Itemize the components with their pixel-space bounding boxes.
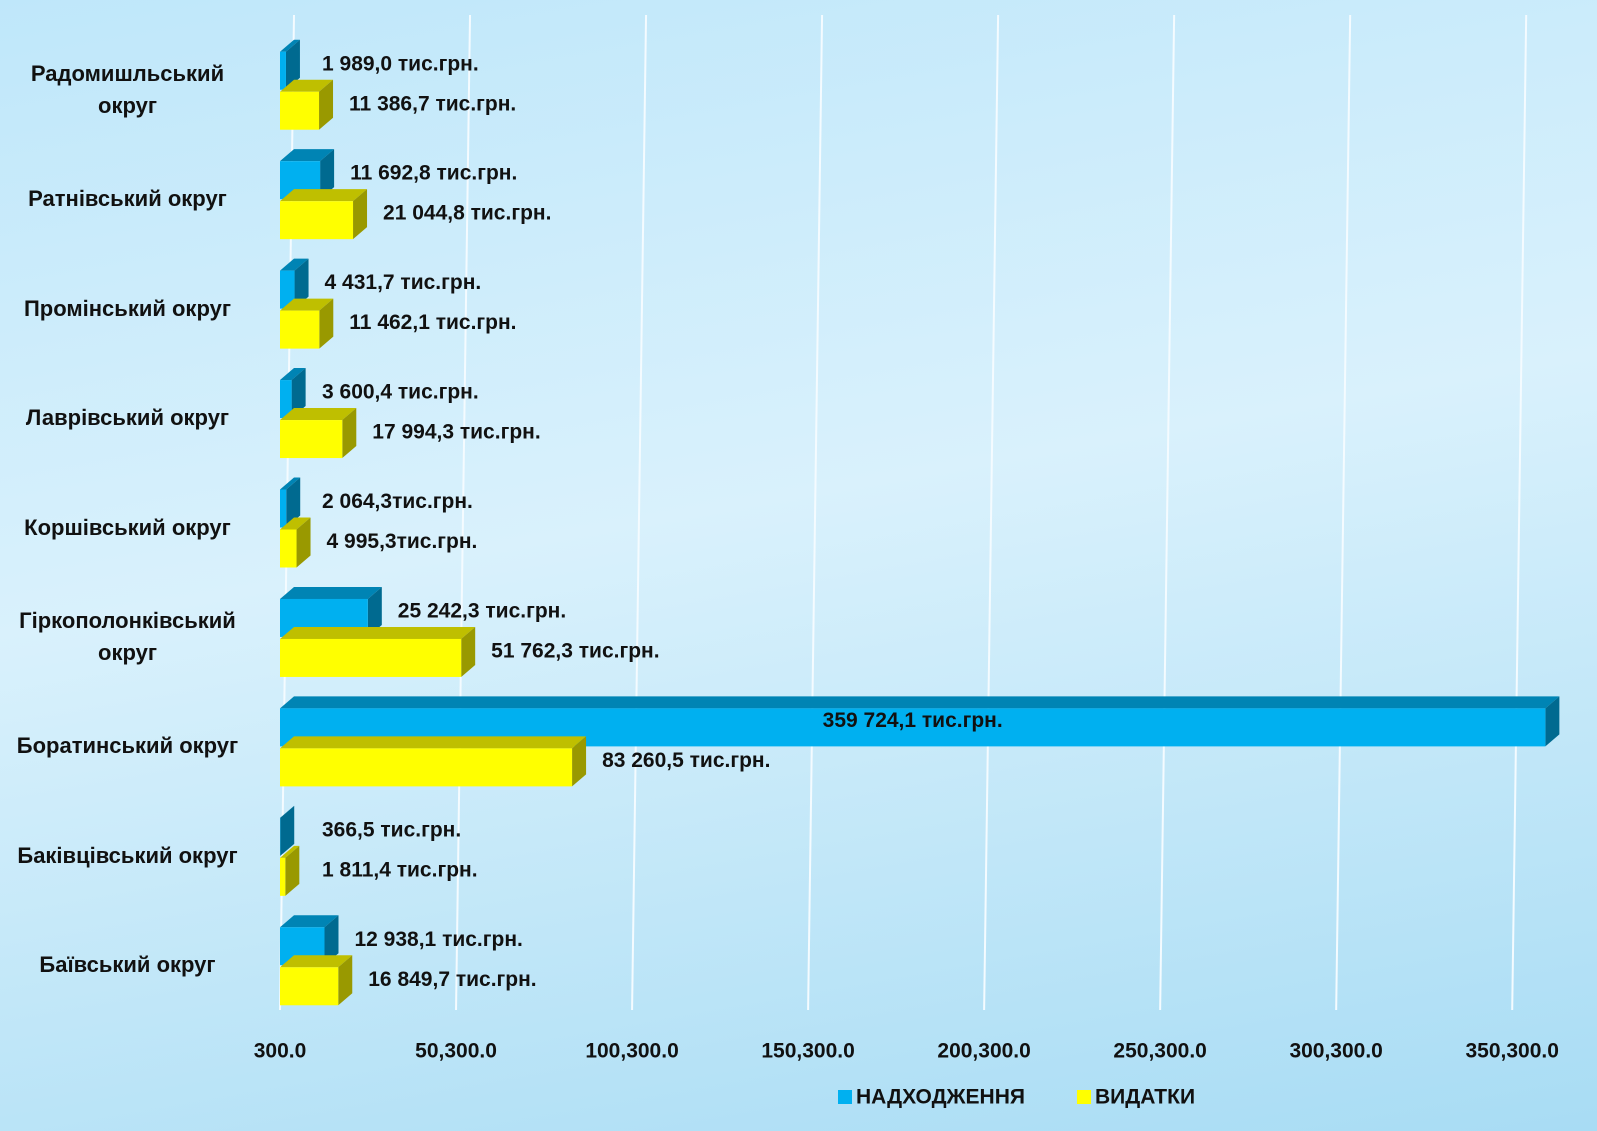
bar-side xyxy=(367,586,382,637)
bar xyxy=(280,270,295,309)
data-label: 11 386,7 тис.грн. xyxy=(349,92,516,115)
data-label: 11 462,1 тис.грн. xyxy=(349,311,516,334)
data-label: 3 600,4 тис.грн. xyxy=(322,381,479,404)
bar-top xyxy=(280,189,368,202)
bar xyxy=(280,638,462,677)
bar-side xyxy=(338,955,353,1006)
data-label: 83 260,5 тис.грн. xyxy=(602,749,770,772)
bar xyxy=(280,380,292,419)
bar-top xyxy=(280,517,311,530)
data-label: 4 995,3тис.грн. xyxy=(327,530,478,553)
bar-side xyxy=(353,189,368,240)
y-tick-label: Баївський округ xyxy=(39,952,216,978)
bar-top xyxy=(280,79,334,92)
legend-swatch xyxy=(1076,1090,1091,1104)
bar xyxy=(280,310,320,349)
bar-side xyxy=(572,736,587,787)
data-label: 359 724,1 тис.грн. xyxy=(823,709,1003,732)
legend-label: НАДХОДЖЕННЯ xyxy=(856,1086,1025,1109)
bar xyxy=(280,857,286,896)
bar-side xyxy=(324,915,339,966)
bar-top xyxy=(280,298,334,311)
bar-side xyxy=(320,149,335,200)
x-tick-label: 50,300.0 xyxy=(415,1040,497,1063)
bar-top xyxy=(280,805,295,818)
bar-top xyxy=(280,368,306,381)
data-label: 51 762,3 тис.грн. xyxy=(491,639,659,662)
bar-top xyxy=(280,955,353,968)
bar-top xyxy=(280,408,357,421)
x-tick-label: 300.0 xyxy=(254,1040,307,1063)
bar xyxy=(280,967,339,1006)
data-label: 16 849,7 тис.грн. xyxy=(368,968,536,991)
data-label: 25 242,3 тис.грн. xyxy=(398,599,566,622)
grid-line xyxy=(807,14,824,1011)
legend-swatch xyxy=(838,1090,852,1104)
bar-side xyxy=(319,79,334,130)
bar-top xyxy=(280,586,382,599)
bar xyxy=(280,489,287,528)
bar xyxy=(280,529,297,568)
y-tick-label: Лаврівський округ xyxy=(25,405,230,431)
legend-label: ВИДАТКИ xyxy=(1095,1086,1195,1109)
bar-side xyxy=(319,298,334,349)
bar xyxy=(280,420,343,459)
bar xyxy=(280,51,286,90)
x-tick-label: 100,300.0 xyxy=(585,1040,678,1063)
grid-line xyxy=(1335,14,1352,1011)
bar-side xyxy=(286,477,301,528)
y-tick-label: Промінський округ xyxy=(23,295,231,321)
data-label: 4 431,7 тис.грн. xyxy=(325,271,482,294)
bar-top xyxy=(280,258,309,271)
bar-top xyxy=(280,39,300,52)
y-tick-label: Баківцівський округ xyxy=(17,842,238,868)
grid-line xyxy=(983,14,1000,1011)
y-tick-label: Боратинський округ xyxy=(16,733,239,759)
data-label: 17 994,3 тис.грн. xyxy=(372,421,540,444)
bar-top xyxy=(280,845,300,858)
data-label: 11 692,8 тис.грн. xyxy=(350,162,517,185)
x-tick-label: 300,300.0 xyxy=(1289,1040,1382,1063)
data-label: 1 989,0 тис.грн. xyxy=(322,52,479,75)
grid-line xyxy=(1159,14,1176,1011)
bar xyxy=(280,201,354,240)
grid-line xyxy=(631,14,648,1011)
data-label: 2 064,3тис.грн. xyxy=(322,490,473,513)
data-label: 366,5 тис.грн. xyxy=(322,818,461,841)
bar-side xyxy=(280,805,295,856)
bar-top xyxy=(280,477,301,490)
bar-top xyxy=(280,626,476,639)
x-tick-label: 350,300.0 xyxy=(1465,1040,1558,1063)
y-tick-label: Ратнівський округ xyxy=(28,186,227,212)
y-tick-label: Коршівський округ xyxy=(24,514,231,540)
bar-side xyxy=(342,408,357,459)
y-tick-label: Гіркополонківський округ xyxy=(19,607,236,665)
bar-top xyxy=(280,736,587,749)
bar xyxy=(280,748,573,787)
bar-top xyxy=(280,915,339,928)
grid-line xyxy=(1511,14,1528,1011)
bar-side xyxy=(285,845,300,896)
bar-side xyxy=(294,258,309,309)
x-tick-label: 200,300.0 xyxy=(937,1040,1030,1063)
x-tick-label: 150,300.0 xyxy=(761,1040,854,1063)
grid-line xyxy=(455,14,472,1011)
y-tick-label: Радомишльський округ xyxy=(30,60,225,118)
bar-side xyxy=(291,368,306,419)
bar-top xyxy=(280,149,335,162)
x-tick-label: 250,300.0 xyxy=(1113,1040,1206,1063)
data-label: 12 938,1 тис.грн. xyxy=(354,928,522,951)
bar-side xyxy=(1545,696,1560,747)
bar xyxy=(280,91,320,130)
bar-side xyxy=(296,517,311,568)
bar-side xyxy=(285,39,300,90)
bar-side xyxy=(461,626,476,677)
data-label: 1 811,4 тис.грн. xyxy=(322,858,478,881)
data-label: 21 044,8 тис.грн. xyxy=(383,202,551,225)
bar-top xyxy=(280,696,1560,709)
